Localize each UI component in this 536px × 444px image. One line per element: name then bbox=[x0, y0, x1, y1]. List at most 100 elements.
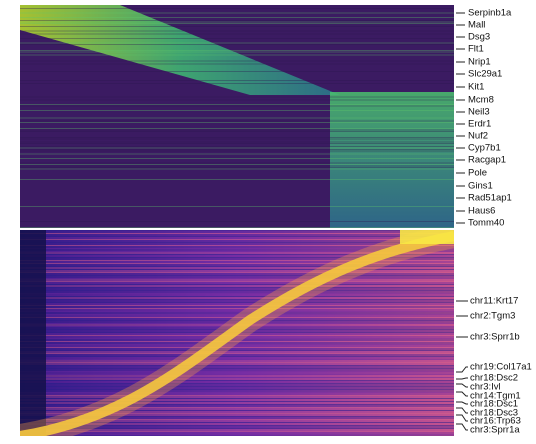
stripe bbox=[20, 242, 454, 243]
stripe bbox=[20, 291, 454, 293]
stripe bbox=[20, 317, 454, 318]
stripe bbox=[20, 353, 454, 354]
stripe bbox=[20, 351, 454, 353]
stripe bbox=[20, 344, 454, 345]
stripe bbox=[20, 293, 454, 294]
stripe bbox=[20, 279, 454, 281]
stripe bbox=[20, 425, 454, 426]
stripe bbox=[20, 314, 454, 315]
stripe bbox=[20, 342, 454, 344]
stripe bbox=[20, 375, 454, 377]
bottom-heatmap bbox=[20, 230, 454, 436]
stripe bbox=[20, 105, 454, 107]
stripe bbox=[20, 281, 454, 282]
stripe bbox=[20, 434, 454, 435]
stripe bbox=[20, 405, 454, 407]
gene-label: Racgap1 bbox=[468, 155, 506, 166]
peak-label: chr3:Sprr1b bbox=[470, 332, 520, 343]
stripe bbox=[20, 308, 454, 309]
gene-label: Tomm40 bbox=[468, 218, 504, 229]
stripe bbox=[20, 120, 454, 122]
stripe bbox=[20, 71, 454, 72]
stripe bbox=[20, 357, 454, 359]
stripe bbox=[20, 360, 454, 362]
stripe bbox=[20, 104, 454, 105]
stripe bbox=[20, 248, 454, 249]
stripe bbox=[20, 99, 454, 101]
stripe bbox=[20, 17, 454, 18]
stripe bbox=[20, 227, 454, 228]
stripe bbox=[20, 435, 454, 436]
stripe bbox=[20, 260, 454, 261]
label-tick bbox=[456, 414, 468, 422]
stripe bbox=[20, 381, 454, 383]
stripe bbox=[20, 153, 454, 155]
stripe bbox=[20, 407, 454, 408]
stripe bbox=[20, 167, 454, 168]
gene-label: Dsg3 bbox=[468, 32, 490, 43]
stripe bbox=[20, 44, 454, 45]
stripe bbox=[20, 270, 454, 272]
gene-label: Kit1 bbox=[468, 82, 484, 93]
stripe bbox=[20, 129, 454, 131]
stripe bbox=[20, 386, 454, 387]
stripe bbox=[20, 299, 454, 300]
stripe bbox=[20, 294, 454, 296]
stripe bbox=[20, 413, 454, 414]
stripe bbox=[20, 416, 454, 417]
stripe bbox=[20, 404, 454, 405]
stripe bbox=[20, 179, 454, 180]
stripe bbox=[20, 146, 454, 147]
stripe bbox=[20, 429, 454, 431]
stripe bbox=[20, 158, 454, 159]
stripe bbox=[20, 348, 454, 350]
stripe bbox=[20, 252, 454, 254]
stripe bbox=[20, 387, 454, 389]
stripe bbox=[20, 339, 454, 341]
stripe bbox=[20, 164, 454, 165]
stripe bbox=[20, 249, 454, 251]
stripe bbox=[20, 336, 454, 338]
stripe bbox=[20, 275, 454, 276]
stripe bbox=[20, 206, 454, 207]
stripe bbox=[20, 266, 454, 267]
stripe bbox=[20, 258, 454, 260]
stripe bbox=[20, 399, 454, 401]
label-tick bbox=[456, 366, 468, 373]
stripe bbox=[20, 54, 454, 56]
stripe bbox=[20, 392, 454, 393]
gene-label: Rad51ap1 bbox=[468, 193, 512, 204]
stripe bbox=[20, 426, 454, 428]
stripe bbox=[20, 422, 454, 423]
stripe bbox=[20, 137, 454, 138]
stripe bbox=[20, 21, 454, 23]
stripe bbox=[20, 231, 454, 233]
stripe bbox=[20, 396, 454, 398]
label-tick bbox=[456, 401, 468, 405]
peak-label: chr14:Tgm1 bbox=[470, 391, 521, 402]
stripe bbox=[20, 246, 454, 248]
stripe bbox=[20, 233, 454, 234]
stripe bbox=[20, 303, 454, 305]
stripe bbox=[20, 338, 454, 339]
stripe bbox=[20, 138, 454, 140]
stripe bbox=[20, 297, 454, 299]
gene-label: Flt1 bbox=[468, 44, 484, 55]
stripe bbox=[20, 305, 454, 306]
stripe bbox=[20, 162, 454, 164]
stripe bbox=[20, 251, 454, 252]
peak-label: chr19:Col17a1 bbox=[470, 362, 532, 373]
stripe bbox=[20, 261, 454, 263]
stripe bbox=[20, 363, 454, 365]
stripe bbox=[20, 273, 454, 275]
peak-label: chr18:Dsc3 bbox=[470, 408, 518, 419]
stripe bbox=[20, 417, 454, 419]
stripe bbox=[20, 359, 454, 360]
stripe bbox=[20, 369, 454, 371]
stripe bbox=[20, 38, 454, 39]
stripe bbox=[20, 402, 454, 404]
stripe bbox=[20, 389, 454, 390]
stripe bbox=[20, 398, 454, 399]
stripe bbox=[20, 122, 454, 123]
stripe bbox=[20, 374, 454, 375]
